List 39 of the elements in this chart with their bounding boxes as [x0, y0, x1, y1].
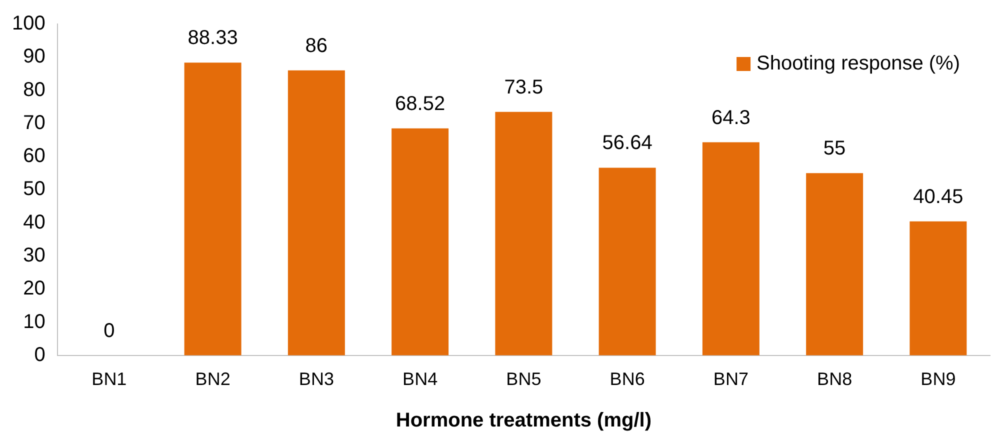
y-tick-label: 100: [12, 12, 46, 35]
x-tick-label: BN3: [298, 369, 334, 390]
bar: [702, 142, 760, 356]
bar: [288, 70, 345, 356]
x-tick-label: BN9: [920, 369, 956, 390]
x-tick-label: BN5: [506, 369, 542, 390]
bar: [910, 221, 967, 356]
x-tick-label: BN2: [195, 369, 230, 390]
data-label: 86: [305, 34, 328, 57]
y-tick-label: 10: [23, 310, 46, 333]
x-tick-label: BN7: [713, 369, 748, 390]
y-tick-label: 40: [23, 211, 46, 234]
data-label: 56.64: [602, 132, 652, 154]
y-tick-label: 30: [23, 244, 46, 266]
y-tick-label: 90: [23, 46, 46, 68]
data-label: 73.5: [504, 76, 544, 98]
bar: [392, 128, 449, 356]
legend-label: Shooting response (%): [756, 52, 960, 75]
y-tick-label: 80: [23, 78, 46, 101]
y-tick-label: 50: [23, 178, 46, 200]
y-tick-label: 0: [34, 344, 46, 366]
bar: [184, 62, 242, 356]
data-label: 55: [823, 138, 846, 160]
y-tick-label: 20: [23, 278, 46, 300]
y-tick-label: 70: [23, 112, 46, 134]
bar: [806, 173, 864, 356]
x-tick-label: BN1: [92, 369, 127, 390]
bar: [598, 168, 656, 356]
data-label: 40.45: [913, 186, 964, 208]
y-tick-label: 60: [23, 145, 46, 168]
data-label: 88.33: [188, 27, 238, 50]
data-label: 64.3: [711, 106, 750, 129]
x-tick-label: BN8: [817, 369, 852, 390]
data-label: 0: [104, 320, 115, 342]
x-tick-label: BN4: [402, 369, 438, 390]
data-label: 68.52: [395, 92, 446, 115]
x-axis-title: Hormone treatments (mg/l): [396, 410, 652, 432]
x-tick-label: BN6: [610, 369, 645, 390]
bar: [495, 112, 552, 356]
